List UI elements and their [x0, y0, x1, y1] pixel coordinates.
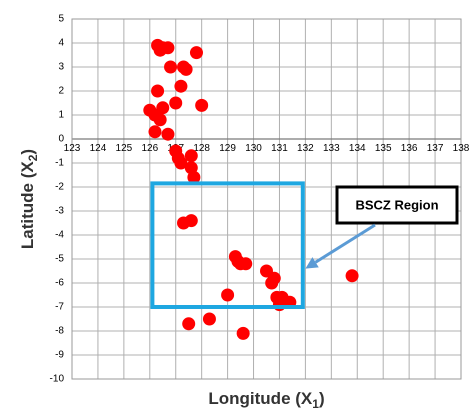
x-tick-label: 133 [323, 143, 340, 154]
data-points [143, 38, 359, 340]
x-tick-label: 136 [401, 143, 418, 154]
annotation-label: BSCZ Region [355, 198, 438, 213]
y-tick-label: 3 [58, 62, 64, 73]
region-annotation: BSCZ Region [305, 185, 459, 269]
data-point [156, 101, 170, 115]
data-point [195, 98, 209, 112]
annotation-arrow [314, 223, 376, 264]
data-point [345, 269, 359, 283]
x-tick-label: 135 [375, 143, 392, 154]
y-tick-label: -3 [55, 206, 64, 217]
x-tick-label: 131 [271, 143, 288, 154]
x-tick-label: 128 [193, 143, 210, 154]
data-point [182, 317, 196, 331]
plot-border [71, 18, 462, 380]
data-point [265, 276, 279, 290]
y-tick-label: 2 [58, 86, 64, 97]
y-tick-label: -9 [55, 350, 64, 361]
x-tick-label: 132 [297, 143, 314, 154]
x-tick-label: 124 [90, 143, 107, 154]
y-tick-label: 0 [58, 134, 64, 145]
y-tick-label: -5 [55, 254, 64, 265]
data-point [202, 312, 216, 326]
data-point [164, 60, 178, 74]
x-tick-label: 123 [64, 143, 81, 154]
y-tick-label: -8 [55, 326, 64, 337]
x-tick-label: 130 [245, 143, 262, 154]
x-tick-label: 134 [349, 143, 366, 154]
y-tick-label: 4 [58, 38, 64, 49]
data-point [184, 149, 198, 163]
data-point [151, 84, 165, 98]
data-point [221, 288, 235, 302]
data-point [169, 96, 183, 110]
y-tick-label: -7 [55, 302, 64, 313]
annotation-arrowhead [305, 257, 319, 269]
x-tick-label: 126 [141, 143, 158, 154]
bscz-region-box [150, 181, 305, 309]
y-tick-label: 1 [58, 110, 64, 121]
data-point [153, 43, 167, 57]
data-point [187, 170, 201, 184]
data-point [239, 257, 253, 271]
y-tick-label: -4 [55, 230, 64, 241]
y-tick-label: -10 [50, 374, 65, 385]
data-point [148, 125, 162, 139]
data-point [174, 79, 188, 93]
y-axis-title: Latitude (X2) [18, 149, 40, 249]
y-tick-label: -2 [55, 182, 64, 193]
y-tick-label: -1 [55, 158, 64, 169]
x-tick-label: 138 [453, 143, 470, 154]
x-tick-label: 125 [116, 143, 133, 154]
data-point [236, 326, 250, 340]
x-axis-title: Longitude (X1) [208, 389, 324, 411]
data-point [189, 46, 203, 60]
data-point [184, 214, 198, 228]
x-tick-labels: 1231241251261271281291301311321331341351… [64, 143, 470, 154]
data-point [272, 298, 286, 312]
data-point [174, 156, 188, 170]
data-point [161, 127, 175, 141]
data-point [153, 113, 167, 127]
annotation-box [335, 185, 459, 225]
x-tick-label: 129 [219, 143, 236, 154]
x-tick-label: 137 [427, 143, 444, 154]
y-tick-label: -6 [55, 278, 64, 289]
y-tick-labels: 5 4 3 2 1 0 -1 -2 -3 -4 -5 -6 -7 -8 -9 -10 [50, 14, 65, 385]
data-point [179, 62, 193, 76]
y-tick-label: 5 [58, 14, 64, 25]
